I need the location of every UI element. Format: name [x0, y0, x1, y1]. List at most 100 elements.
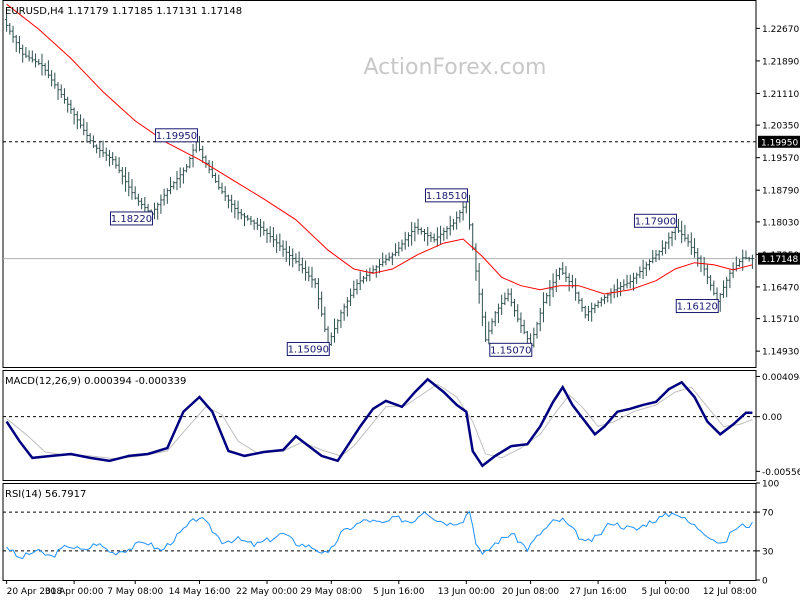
ohlc-bar — [400, 239, 404, 252]
ohlc-bar — [606, 292, 610, 303]
price-annotation-label: 1.18220 — [111, 214, 152, 225]
ohlc-bar — [62, 88, 66, 104]
ohlc-bar — [358, 271, 362, 291]
macd-panel: 0.004094 0.00 -0.005568 — [2, 370, 800, 481]
ohlc-bar — [657, 250, 661, 261]
ohlc-bar — [69, 99, 73, 114]
ohlc-bar — [355, 279, 359, 295]
ohlc-bar — [603, 295, 607, 305]
ohlc-bar — [406, 232, 410, 247]
ohlc-bar — [519, 312, 523, 333]
ohlc-bar — [43, 63, 47, 76]
ohlc-bar — [21, 44, 25, 63]
ohlc-bar — [226, 194, 230, 209]
ohlc-bar — [709, 275, 713, 291]
ohlc-bar — [477, 262, 481, 304]
price-panel: 1.22670 1.21890 1.21110 1.20350 1.19570 1.187… — [2, 0, 800, 368]
price-annotation-box — [675, 299, 719, 314]
macd-signal-line — [6, 383, 753, 460]
x-tick-label: 12 Jul 08:00 — [703, 587, 757, 597]
ohlc-bar — [53, 72, 57, 89]
ohlc-bar — [342, 303, 346, 321]
ohlc-bar — [390, 252, 394, 266]
ohlc-bar — [522, 319, 526, 335]
ohlc-bar — [580, 297, 584, 312]
ohlc-bar — [538, 307, 542, 332]
ohlc-bar — [127, 171, 131, 197]
ohlc-bar — [480, 288, 484, 327]
ohlc-bar — [567, 273, 571, 292]
ohlc-bar — [596, 300, 600, 309]
ohlc-bar — [750, 254, 754, 269]
ohlc-bar — [56, 82, 60, 101]
last-price-tag: 1.17148 — [761, 255, 798, 265]
ohlc-bar — [419, 227, 423, 235]
ohlc-bar — [307, 266, 311, 282]
ohlc-bar — [374, 265, 378, 278]
ohlc-bar — [88, 133, 92, 145]
price-y-tick-label: 1.22670 — [762, 25, 799, 35]
rsi-title: RSI(14) 56.7917 — [5, 489, 86, 500]
price-y-tick-label: 1.15710 — [762, 315, 799, 325]
ohlc-bar — [79, 114, 83, 129]
ohlc-bar — [361, 275, 365, 284]
rsi-panel: 100 70 30 0 — [2, 480, 779, 587]
ohlc-bar — [686, 234, 690, 247]
ohlc-bar — [451, 218, 455, 231]
ohlc-bar — [516, 304, 520, 323]
ohlc-bar — [509, 288, 513, 307]
ohlc-bar — [316, 278, 320, 310]
price-y-tick-label: 1.21110 — [762, 90, 799, 100]
ohlc-bar — [130, 179, 134, 200]
x-tick-label: 14 May 16:00 — [169, 587, 231, 597]
ohlc-bar — [120, 166, 124, 185]
price-annotation-box — [109, 211, 153, 226]
ohlc-bar — [548, 280, 552, 307]
ohlc-bar — [689, 232, 693, 255]
rsi-y-tick-label: 70 — [762, 509, 774, 519]
ohlc-bar — [384, 254, 388, 266]
ohlc-bar — [445, 226, 449, 240]
ohlc-bar — [670, 231, 674, 247]
ohlc-bar — [490, 318, 494, 335]
x-tick-label: 7 May 08:00 — [107, 587, 163, 597]
ohlc-bar — [381, 252, 385, 267]
ohlc-bar — [239, 208, 243, 220]
price-annotation-label: 1.17900 — [635, 216, 676, 227]
ohlc-bar — [532, 327, 536, 348]
macd-frame — [2, 370, 757, 481]
macd-main-line — [5, 377, 753, 468]
ohlc-bar — [159, 194, 163, 214]
ohlc-bar — [323, 306, 327, 333]
ohlc-bar — [500, 294, 504, 315]
ohlc-bar — [625, 274, 629, 289]
ohlc-bars — [5, 13, 754, 351]
ohlc-bar — [59, 84, 63, 98]
ohlc-bar — [40, 53, 44, 76]
ohlc-bar — [458, 210, 462, 223]
ohlc-bar — [378, 259, 381, 274]
price-annotation-label: 1.16120 — [677, 302, 718, 313]
ohlc-bar — [484, 311, 488, 342]
ohlc-bar — [271, 227, 275, 248]
ohlc-bar — [615, 278, 619, 298]
ohlc-bar — [11, 25, 15, 43]
watermark-text: ActionForex.com — [364, 55, 547, 80]
price-y-tick-label: 1.18030 — [762, 218, 799, 228]
price-annotation-label: 1.18510 — [426, 191, 467, 202]
ohlc-bar — [554, 269, 558, 292]
ohlc-bar — [648, 259, 652, 271]
ohlc-bar — [394, 243, 398, 257]
price-y-tick-label: 1.21890 — [762, 57, 799, 67]
ohlc-bar — [107, 149, 111, 167]
ohlc-bar — [599, 297, 603, 307]
ohlc-bar — [114, 156, 118, 169]
price-annotation-label: 1.19950 — [156, 131, 197, 142]
ohlc-bar — [268, 226, 272, 243]
x-tick-label: 29 May 08:00 — [300, 587, 362, 597]
ohlc-bar — [207, 159, 211, 174]
ohlc-bar — [85, 122, 89, 143]
ohlc-bar — [98, 140, 102, 158]
ohlc-bar — [747, 256, 751, 262]
ohlc-bar — [27, 50, 31, 62]
